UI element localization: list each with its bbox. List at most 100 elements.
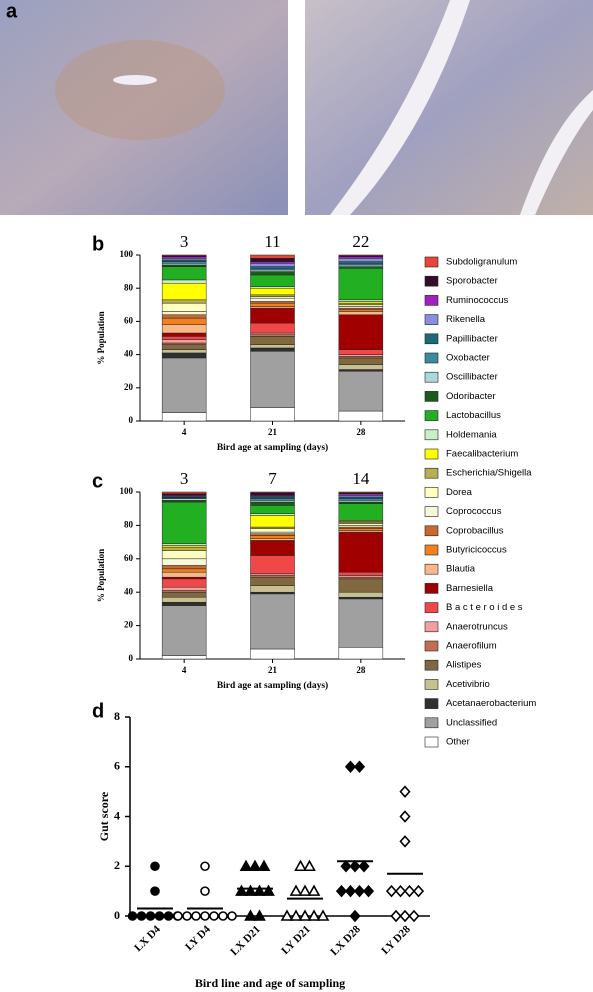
gland	[55, 40, 225, 140]
bar-segment	[161, 357, 207, 413]
bar-segment	[250, 297, 295, 302]
y-tick-label: 60	[124, 315, 134, 325]
y-tick-label: 100	[120, 249, 134, 259]
lumen	[113, 75, 157, 85]
legend-swatch	[424, 256, 439, 268]
bar-segment	[338, 500, 384, 503]
point	[150, 886, 160, 896]
y-tick-label: 0	[114, 908, 120, 922]
bar-segment	[161, 254, 207, 257]
bar-segment	[250, 515, 295, 528]
bar-segment	[338, 501, 384, 504]
point	[163, 911, 174, 921]
bar-segment	[338, 258, 384, 262]
x-tick-label: 4	[182, 665, 187, 675]
bar-segment	[338, 410, 384, 422]
bar-segment	[250, 591, 295, 595]
point	[218, 911, 228, 921]
bar-segment	[250, 575, 295, 578]
bar-segment	[338, 647, 384, 660]
point	[362, 884, 375, 898]
bar-segment	[250, 492, 295, 496]
bar-label: 14	[352, 469, 370, 488]
bar-segment	[338, 349, 384, 355]
point	[403, 884, 416, 898]
bar-segment	[250, 585, 295, 593]
legend-label: Dorea	[446, 487, 473, 498]
legend-label: Anaerotruncus	[446, 621, 508, 632]
y-tick-label: 40	[124, 586, 134, 596]
panel-label: a	[6, 0, 18, 22]
y-tick-label: 80	[124, 282, 134, 292]
x-tick-label: 28	[356, 427, 366, 437]
bar-label: 3	[180, 232, 189, 251]
point	[253, 884, 266, 896]
legend-label: B a c t e r o i d e s	[446, 602, 523, 613]
bar-segment	[161, 596, 207, 603]
legend-swatch	[424, 525, 439, 537]
bar-segment	[250, 531, 295, 535]
bar-label: 3	[180, 469, 189, 488]
x-tick-label: 4	[182, 427, 187, 437]
bar-segment	[161, 412, 207, 422]
legend-label: Ruminococcus	[446, 295, 509, 306]
bar-segment	[250, 648, 295, 660]
legend-swatch	[424, 717, 439, 729]
x-tick-label: 21	[268, 665, 278, 675]
bar-segment	[250, 540, 295, 556]
bar-segment	[161, 558, 207, 566]
bar-segment	[250, 271, 295, 276]
point	[244, 909, 257, 921]
bar-segment	[338, 370, 384, 412]
bar-segment	[161, 568, 207, 573]
x-axis-title: Bird line and age of sampling	[195, 976, 345, 990]
bar-segment	[161, 349, 207, 354]
bar-segment	[250, 535, 295, 540]
bar-segment	[338, 311, 384, 316]
legend-label: Odoribacter	[446, 391, 496, 402]
x-tick-label: LX D4	[132, 923, 163, 954]
legend-swatch	[424, 602, 439, 613]
bar-segment	[250, 307, 295, 324]
legend-label: Butyricicoccus	[446, 545, 507, 556]
bar-segment	[250, 336, 295, 345]
y-axis-title: % Population	[96, 311, 106, 364]
bar-segment	[161, 314, 207, 319]
legend-swatch	[424, 314, 439, 325]
bar-segment	[250, 538, 295, 541]
point	[349, 860, 361, 873]
point	[262, 884, 275, 896]
y-tick-label: 6	[114, 759, 120, 773]
bar-segment	[338, 498, 384, 501]
legend-swatch	[424, 275, 439, 287]
panel-label: b	[92, 233, 104, 255]
legend-swatch	[424, 736, 439, 748]
point	[200, 911, 210, 921]
legend-label: Escherichia/Shigella	[446, 468, 532, 479]
bar-segment	[161, 317, 207, 325]
bar-segment	[250, 501, 295, 506]
y-axis-title: Gut score	[97, 791, 111, 841]
point	[340, 860, 352, 873]
bar-segment	[161, 500, 207, 503]
point	[289, 909, 303, 921]
x-tick-label: LX D21	[228, 923, 263, 958]
bar-segment	[161, 571, 207, 578]
bar-label: 22	[352, 232, 369, 251]
y-tick-label: 20	[124, 620, 134, 630]
point	[307, 909, 321, 921]
panel-label: d	[92, 700, 104, 722]
point	[412, 884, 425, 898]
bar-segment	[338, 496, 384, 499]
bar-segment	[338, 254, 384, 257]
point	[239, 859, 253, 872]
x-tick-label: LY D4	[183, 923, 213, 953]
legend-swatch	[424, 563, 439, 575]
bar-segment	[161, 655, 207, 660]
panel-label: c	[92, 470, 103, 492]
point	[316, 909, 330, 921]
bar-segment	[161, 311, 207, 316]
legend-label: Lactobacillus	[446, 410, 501, 421]
bar-segment	[338, 596, 384, 600]
bar-segment	[161, 336, 207, 340]
